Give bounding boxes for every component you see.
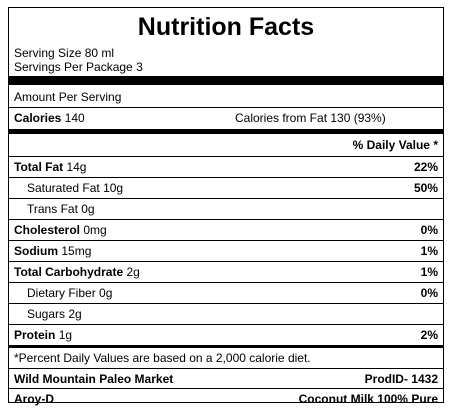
footnote-divider (9, 345, 443, 348)
nutrient-row: Sugars 2g (9, 303, 443, 324)
nutrient-amount: 10g (103, 181, 124, 195)
nutrition-facts-label: Nutrition Facts Serving Size 80 ml Servi… (8, 7, 444, 406)
amount-per-serving-row: Amount Per Serving (9, 87, 443, 108)
nutrient-row: Total Fat 14g 22% (9, 156, 443, 177)
calories-row: Calories 140 Calories from Fat 130 (93%) (9, 107, 443, 128)
brand-row: Wild Mountain Paleo Market ProdID- 1432 (9, 368, 443, 389)
amount-per-serving: Amount Per Serving (14, 90, 122, 104)
servings-per-package: Servings Per Package 3 (14, 60, 143, 74)
nutrient-amount: 0mg (83, 223, 107, 237)
nutrient-amount: 15mg (61, 244, 92, 258)
nutrient-daily-value: 2% (420, 328, 438, 342)
serving-size: Serving Size 80 ml (14, 46, 115, 60)
nutrient-name: Cholesterol (14, 223, 81, 237)
nutrient-name: Saturated Fat (27, 181, 100, 195)
nutrient-row: Saturated Fat 10g 50% (9, 177, 443, 198)
nutrient-amount: 1g (58, 328, 73, 342)
nutrient-daily-value: 50% (413, 181, 438, 195)
daily-value-header-row: % Daily Value * (9, 135, 443, 156)
label-title: Nutrition Facts (137, 13, 315, 41)
nutrient-name: Sugars (27, 307, 66, 321)
nutrient-daily-value: 1% (420, 265, 438, 279)
footnote: *Percent Daily Values are based on a 2,0… (14, 351, 311, 365)
nutrient-name: Trans Fat (27, 202, 78, 216)
calories-value: 140 (64, 111, 85, 125)
nutrient-name: Sodium (14, 244, 58, 258)
nutrient-row: Trans Fat 0g (9, 198, 443, 219)
nutrient-amount: 2g (68, 307, 82, 321)
nutrient-amount: 0g (81, 202, 95, 216)
prod-id: ProdID- 1432 (364, 372, 438, 386)
product-row: Aroy-D Coconut Milk 100% Pure (9, 388, 443, 409)
nutrient-row: Protein 1g 2% (9, 324, 443, 345)
nutrient-daily-value: 0% (420, 286, 438, 300)
daily-value-header: % Daily Value * (352, 138, 438, 152)
manufacturer: Aroy-D (14, 392, 55, 406)
footnote-row: *Percent Daily Values are based on a 2,0… (9, 348, 443, 369)
nutrient-row: Total Carbohydrate 2g 1% (9, 261, 443, 282)
nutrient-amount: 2g (126, 265, 140, 279)
nutrient-name: Total Carbohydrate (14, 265, 124, 279)
nutrient-row: Dietary Fiber 0g 0% (9, 282, 443, 303)
medium-divider (9, 129, 443, 134)
brand: Wild Mountain Paleo Market (14, 372, 174, 386)
product-name: Coconut Milk 100% Pure (298, 392, 438, 406)
nutrient-daily-value: 1% (420, 244, 438, 258)
calories-label: Calories (14, 111, 62, 125)
nutrient-row: Cholesterol 0mg 0% (9, 219, 443, 240)
nutrient-amount: 0g (99, 286, 113, 300)
nutrient-daily-value: 0% (420, 223, 438, 237)
nutrient-amount: 14g (66, 160, 87, 174)
calories-from-fat: Calories from Fat 130 (93%) (235, 111, 386, 125)
nutrient-row: Sodium 15mg 1% (9, 240, 443, 261)
nutrient-name: Protein (14, 328, 56, 342)
nutrient-name: Dietary Fiber (27, 286, 96, 300)
thick-divider (9, 76, 443, 85)
nutrient-daily-value: 22% (413, 160, 438, 174)
nutrient-name: Total Fat (14, 160, 64, 174)
